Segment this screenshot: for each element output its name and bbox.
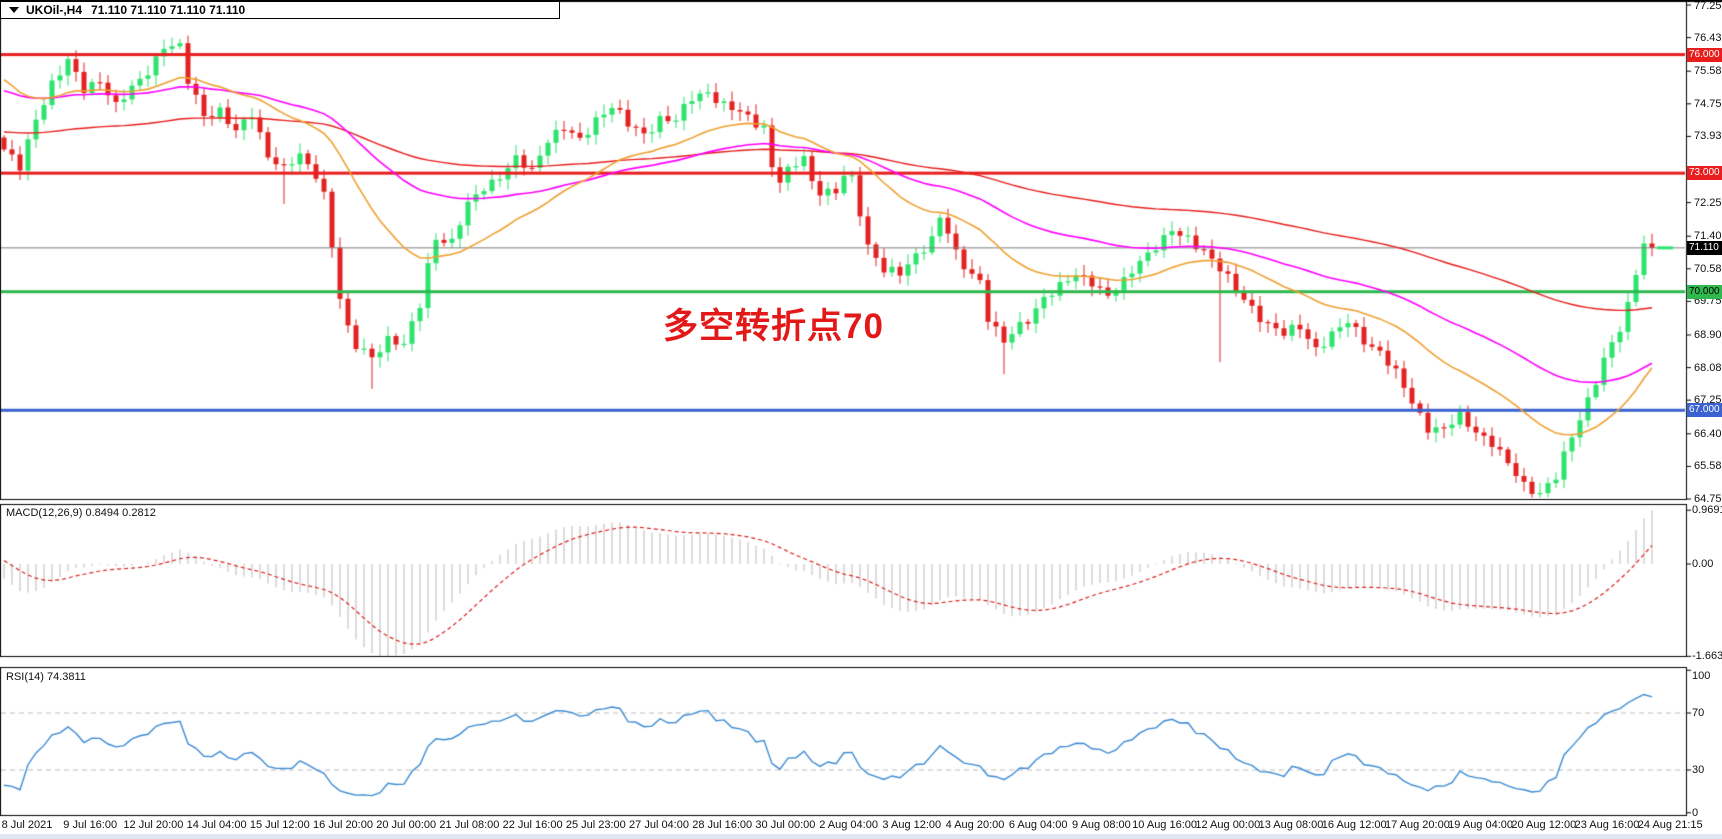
time-axis-label: 16 Jul 20:00 (313, 819, 373, 831)
time-axis-label: 21 Jul 08:00 (439, 819, 500, 831)
time-axis-label: 27 Jul 04:00 (629, 819, 689, 831)
time-axis-label: 8 Jul 2021 (1, 819, 53, 831)
time-axis-label: 14 Jul 04:00 (186, 819, 247, 831)
price-tick-label: 68.905 (1694, 328, 1722, 341)
time-axis-label: 9 Jul 16:00 (63, 819, 118, 831)
price-tick-label: 73.930 (1694, 130, 1722, 143)
macd-scale-label: 0.00 (1692, 558, 1714, 570)
time-axis-label: 28 Jul 16:00 (692, 819, 753, 831)
time-axis-label: 20 Jul 00:00 (376, 819, 437, 831)
time-axis-label: 24 Aug 21:15 (1637, 819, 1703, 831)
time-axis-label: 15 Jul 12:00 (249, 819, 310, 831)
time-axis-label: 4 Aug 20:00 (945, 819, 1005, 831)
rsi-scale-label: 30 (1692, 764, 1705, 776)
time-axis-label: 9 Aug 08:00 (1072, 819, 1131, 831)
macd-scale-label: 0.9691 (1692, 504, 1722, 517)
price-tick-label: 64.755 (1694, 493, 1722, 505)
time-axis-label: 23 Aug 16:00 (1574, 819, 1640, 831)
time-axis-label: 13 Aug 08:00 (1258, 819, 1324, 831)
symbol-quotes: 71.110 71.110 71.110 71.110 (91, 3, 246, 17)
symbol-title: UKOil-,H4 (26, 3, 83, 17)
price-tick-label: 77.255 (1694, 0, 1722, 12)
time-axis-label: 17 Aug 20:00 (1384, 819, 1450, 831)
price-badge-70.000: 70.000 (1687, 284, 1722, 299)
time-axis-label: 6 Aug 04:00 (1008, 819, 1068, 831)
price-badge-76.000: 76.000 (1687, 47, 1722, 62)
price-tick-label: 71.405 (1694, 230, 1722, 243)
time-axis-label: 25 Jul 23:00 (565, 819, 626, 831)
price-badge-71.110: 71.110 (1687, 240, 1722, 255)
price-tick-label: 75.580 (1694, 65, 1722, 78)
time-axis-label: 10 Aug 16:00 (1132, 819, 1198, 831)
time-axis-label: 19 Aug 04:00 (1448, 819, 1514, 831)
time-axis-label: 16 Aug 12:00 (1321, 819, 1387, 831)
time-axis-label: 3 Aug 12:00 (882, 819, 942, 831)
price-tick-label: 74.755 (1694, 97, 1722, 110)
price-tick-label: 76.430 (1694, 31, 1722, 44)
macd-scale-label: -1.6634 (1692, 650, 1722, 663)
time-axis-label: 30 Jul 00:00 (755, 819, 816, 831)
price-badge-73.000: 73.000 (1687, 166, 1722, 181)
rsi-scale-label: 100 (1692, 670, 1711, 682)
price-badge-67.000: 67.000 (1687, 403, 1722, 418)
time-axis-label: 12 Jul 20:00 (123, 819, 184, 831)
rsi-scale-label: 0 (1692, 806, 1699, 819)
price-tick-label: 66.405 (1694, 427, 1722, 440)
symbol-header[interactable]: UKOil-,H4 71.110 71.110 71.110 71.110 (0, 0, 560, 19)
price-tick-label: 70.580 (1694, 262, 1722, 275)
price-tick-label: 68.080 (1694, 361, 1722, 374)
rsi-scale-label: 70 (1692, 707, 1705, 719)
time-axis-label: 12 Aug 00:00 (1195, 819, 1261, 831)
price-tick-label: 67.255 (1694, 394, 1722, 407)
price-tick-label: 72.255 (1694, 196, 1722, 209)
time-axis-label: 22 Jul 16:00 (502, 819, 563, 831)
time-axis-label: 2 Aug 04:00 (819, 819, 878, 831)
time-axis-label: 20 Aug 12:00 (1511, 819, 1577, 831)
chart-annotation-text[interactable]: 多空转折点70 (663, 307, 884, 346)
price-tick-label: 65.580 (1694, 460, 1722, 473)
symbol-dropdown-icon[interactable] (9, 7, 19, 13)
rsi-indicator-label: RSI(14) 74.3811 (6, 671, 86, 683)
macd-indicator-label: MACD(12,26,9) 0.8494 0.2812 (6, 507, 156, 519)
